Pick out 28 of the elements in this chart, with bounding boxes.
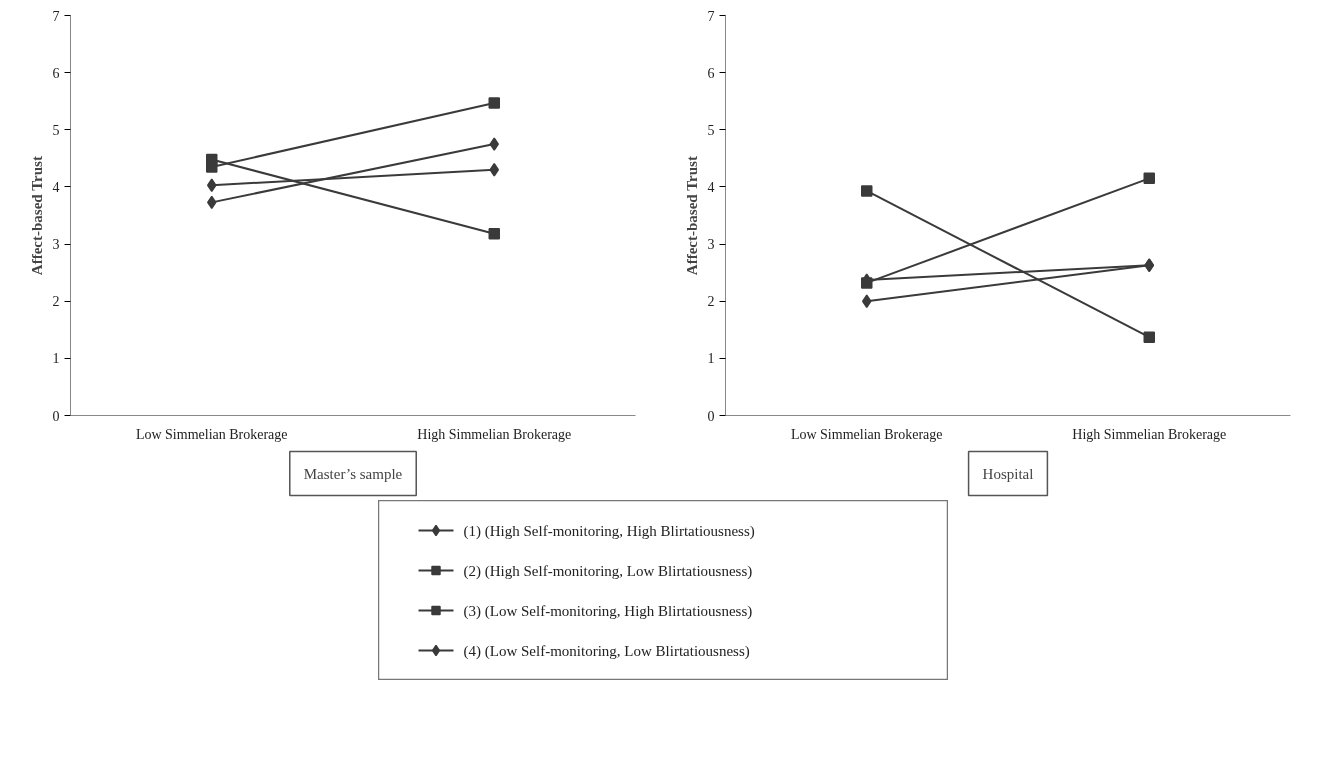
y-tick-label: 1 [707, 351, 715, 367]
legend-label: (4) (Low Self-monitoring, Low Blirtatiousness) [463, 642, 750, 660]
y-tick-label: 6 [52, 65, 60, 81]
y-tick-label: 5 [707, 122, 715, 138]
y-tick-label: 7 [52, 8, 60, 24]
y-tick-label: 0 [707, 408, 715, 424]
y-tick-label: 2 [707, 294, 715, 310]
x-tick-label: Low Simmelian Brokerage [790, 426, 943, 442]
legend-label: (3) (Low Self-monitoring, High Blirtatiousness) [463, 602, 753, 620]
y-tick-label: 4 [52, 179, 60, 195]
y-tick-label: 3 [707, 237, 715, 253]
y-tick-label: 7 [707, 8, 715, 24]
y-tick-label: 3 [52, 237, 60, 253]
y-tick-label: 0 [52, 408, 60, 424]
y-tick-label: 2 [52, 294, 60, 310]
text: Master’s sample [303, 465, 403, 482]
y-tick-label: 1 [52, 351, 60, 367]
y-tick-label: 6 [707, 65, 715, 81]
x-tick-label: High Simmelian Brokerage [417, 426, 572, 442]
y-tick-label: 4 [707, 179, 715, 195]
y-axis-title: Affect-based Trust [28, 156, 45, 276]
x-tick-label: High Simmelian Brokerage [1072, 426, 1227, 442]
x-tick-label: Low Simmelian Brokerage [135, 426, 288, 442]
y-axis-title: Affect-based Trust [683, 156, 700, 276]
legend-label: (2) (High Self-monitoring, Low Blirtatiousness) [463, 562, 753, 580]
text: Hospital [982, 465, 1034, 482]
y-tick-label: 5 [52, 122, 60, 138]
legend-label: (1) (High Self-monitoring, High Blirtatiousness) [463, 522, 755, 540]
